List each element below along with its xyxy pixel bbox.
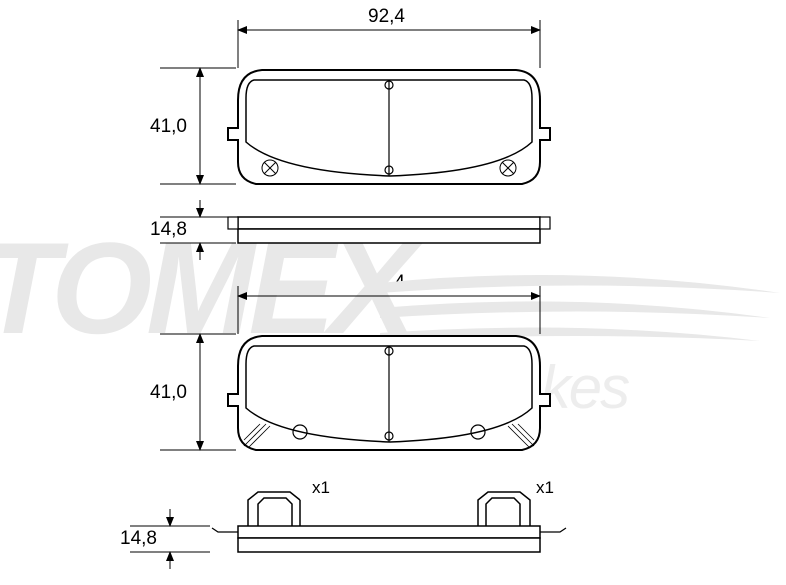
technical-drawing [0,0,786,585]
top-thick-dim [160,200,236,260]
top-width-dim [238,20,540,68]
top-height-dim [160,68,236,184]
bottom-clip-side [212,492,566,552]
bottom-pad-front [228,336,550,450]
top-pad-front [228,70,550,184]
bottom-thick-dim [130,509,210,569]
bottom-width-dim [238,286,540,334]
bottom-height-dim [160,334,236,450]
top-pad-side [228,217,550,243]
